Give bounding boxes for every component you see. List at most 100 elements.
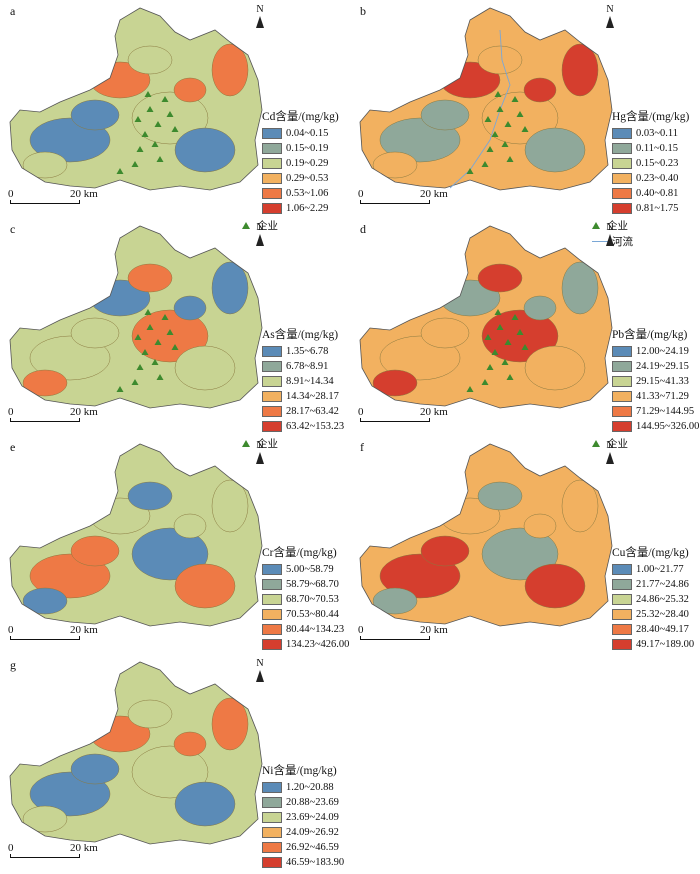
legend-range: 46.59~183.90: [286, 857, 345, 868]
legend-row: 8.91~14.34: [262, 374, 344, 389]
region-outline: [9, 225, 263, 409]
enterprise-marker: [521, 344, 529, 350]
legend-range: 63.42~153.23: [286, 421, 345, 432]
concentration-zone: [131, 91, 209, 145]
enterprise-marker: [501, 141, 509, 147]
concentration-zone: [211, 479, 249, 533]
scale-bar: 0 20 km: [8, 624, 100, 640]
concentration-zone: [131, 309, 209, 363]
legend-range: 80.44~134.23: [286, 624, 345, 635]
concentration-zone: [372, 151, 418, 179]
north-arrow-icon: N: [252, 4, 268, 28]
enterprise-marker: [486, 146, 494, 152]
triangle-icon: [242, 439, 250, 447]
legend-swatch: [612, 594, 632, 605]
concentration-zone: [477, 263, 523, 293]
legend-row: 5.00~58.79: [262, 562, 349, 577]
legend-swatch: [612, 376, 632, 387]
concentration-zone: [70, 99, 120, 131]
enterprise-marker: [134, 334, 142, 340]
legend-row: 70.53~80.44: [262, 607, 349, 622]
enterprise-marker: [151, 359, 159, 365]
legend-enterprise: 企业: [592, 218, 689, 232]
concentration-zone: [173, 77, 207, 103]
legend-row: 24.86~25.32: [612, 592, 694, 607]
concentration-zone: [22, 805, 68, 833]
legend-range: 134.23~426.00: [286, 639, 350, 650]
triangle-icon: [592, 439, 600, 447]
concentration-zone: [211, 261, 249, 315]
legend-range: 0.19~0.29: [286, 158, 329, 169]
concentration-zone: [22, 151, 68, 179]
enterprise-marker: [521, 126, 529, 132]
enterprise-marker: [141, 131, 149, 137]
north-label: N: [606, 222, 614, 233]
concentration-zone: [127, 699, 173, 729]
scale-bar: 0 20 km: [8, 188, 100, 204]
concentration-zone: [174, 127, 236, 173]
map-panel-f: f N 0 20 km Cu含量/(mg/kg) 1.00~21.77 21.77~24.8…: [350, 436, 700, 653]
enterprise-marker: [166, 329, 174, 335]
legend: Pb含量/(mg/kg) 12.00~24.19 24.19~29.15 29.15~…: [592, 326, 699, 450]
legend-swatch: [262, 594, 282, 605]
concentration-zone: [70, 753, 120, 785]
concentration-zone: [420, 535, 470, 567]
concentration-zone: [524, 345, 586, 391]
legend-swatch: [612, 624, 632, 635]
enterprise-marker: [136, 146, 144, 152]
scale-zero: 0: [358, 188, 364, 200]
legend-range: 0.15~0.23: [636, 158, 679, 169]
concentration-zone: [173, 295, 207, 321]
enterprise-marker: [496, 324, 504, 330]
concentration-map: [359, 7, 613, 191]
legend-swatch: [612, 203, 632, 214]
legend-row: 24.19~29.15: [612, 359, 699, 374]
enterprise-marker: [146, 324, 154, 330]
legend-enterprise: 企业: [592, 436, 699, 450]
legend-title: As含量/(mg/kg): [262, 329, 339, 341]
legend-range: 70.53~80.44: [286, 609, 339, 620]
enterprise-marker: [156, 156, 164, 162]
concentration-zone: [174, 563, 236, 609]
scale-km: 20 km: [70, 624, 98, 636]
arrow-icon: [256, 16, 264, 28]
concentration-zone: [22, 587, 68, 615]
concentration-zone: [372, 587, 418, 615]
legend-range: 29.15~41.33: [636, 376, 689, 387]
concentration-zone: [211, 43, 249, 97]
map-panel-g: g N 0 20 km Ni含量/(mg/kg) 1.20~20.88 20.88~23.6…: [0, 654, 350, 871]
enterprise-marker: [494, 91, 502, 97]
legend-swatch: [262, 128, 282, 139]
legend-row: 0.15~0.19: [262, 141, 339, 156]
legend: Cu含量/(mg/kg) 1.00~21.77 21.77~24.86 24.86~2…: [612, 544, 694, 652]
concentration-map: [9, 225, 263, 409]
enterprise-marker: [504, 339, 512, 345]
legend-row: 46.59~183.90: [262, 855, 344, 870]
legend-row: 1.35~6.78: [262, 344, 344, 359]
river-icon: [592, 240, 608, 242]
legend-swatch: [612, 639, 632, 650]
north-label: N: [256, 4, 264, 15]
concentration-zone: [477, 45, 523, 75]
legend-swatch: [262, 376, 282, 387]
concentration-map: [9, 7, 263, 191]
concentration-zone: [127, 45, 173, 75]
legend-swatch: [612, 346, 632, 357]
legend-row: 0.81~1.75: [612, 201, 689, 216]
map-panel-b: b N 0 20 km Hg含量/(mg/kg) 0.03~0.11 0.11~0.15 0.…: [350, 0, 700, 248]
enterprise-marker: [486, 364, 494, 370]
enterprise-marker: [131, 161, 139, 167]
concentration-zone: [420, 99, 470, 131]
legend-row: 28.40~49.17: [612, 622, 694, 637]
north-label: N: [256, 440, 264, 451]
concentration-zone: [173, 731, 207, 757]
legend-row: 14.34~28.17: [262, 389, 344, 404]
concentration-zone: [481, 527, 559, 581]
north-label: N: [606, 440, 614, 451]
legend-enterprise: 企业: [242, 436, 344, 450]
scale-zero: 0: [8, 624, 14, 636]
enterprise-marker: [151, 141, 159, 147]
legend-range: 26.92~46.59: [286, 842, 339, 853]
legend-row: 20.88~23.69: [262, 795, 344, 810]
panel-label: g: [10, 658, 16, 672]
